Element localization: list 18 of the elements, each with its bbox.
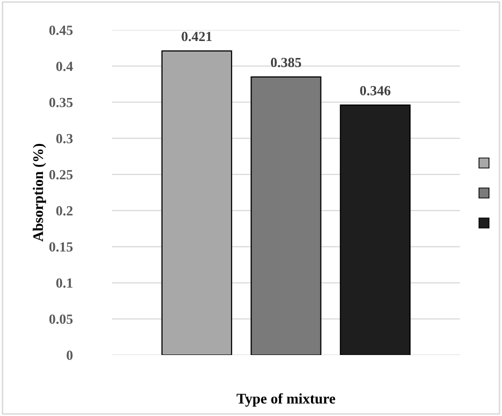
- y-tick-label: 0.25: [49, 170, 73, 180]
- y-axis-title: Absorption (%): [32, 144, 46, 242]
- y-tick-label: 0.45: [49, 26, 73, 36]
- data-label: 0.385: [270, 58, 302, 68]
- y-tick-label: 0.05: [49, 314, 73, 324]
- bar: [250, 76, 322, 355]
- data-label: 0.421: [182, 32, 212, 42]
- y-tick-label: 0.35: [49, 98, 73, 108]
- y-tick-label: 0: [66, 350, 73, 360]
- y-tick-label: 0.3: [56, 134, 73, 144]
- y-tick-label: 0.1: [56, 278, 72, 288]
- bar: [161, 50, 232, 355]
- y-tick-label: 0.15: [49, 242, 73, 252]
- bar: [340, 104, 411, 355]
- y-tick-label: 0.4: [56, 62, 73, 72]
- x-axis-title: Type of mixture: [236, 393, 336, 407]
- data-label: 0.346: [360, 86, 390, 96]
- y-tick-label: 0.2: [56, 206, 73, 216]
